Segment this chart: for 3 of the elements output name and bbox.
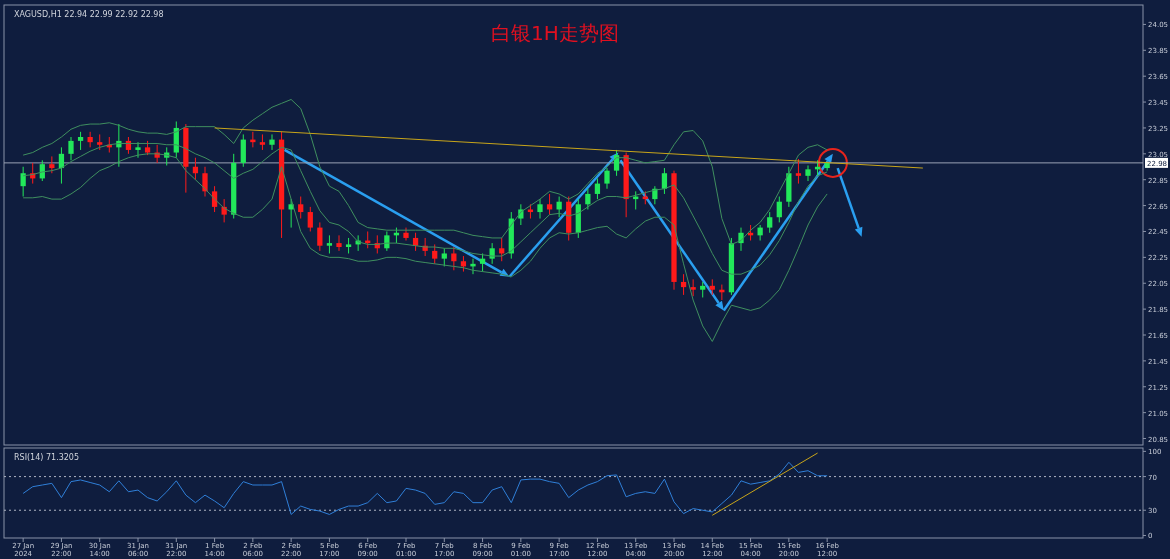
annotation: XAGUSD,H1 22.94 22.99 22.92 22.98 [14,10,164,19]
text: 白银1H走势图 [491,21,619,45]
annotation: RSI(14) 71.3205 [14,453,80,462]
